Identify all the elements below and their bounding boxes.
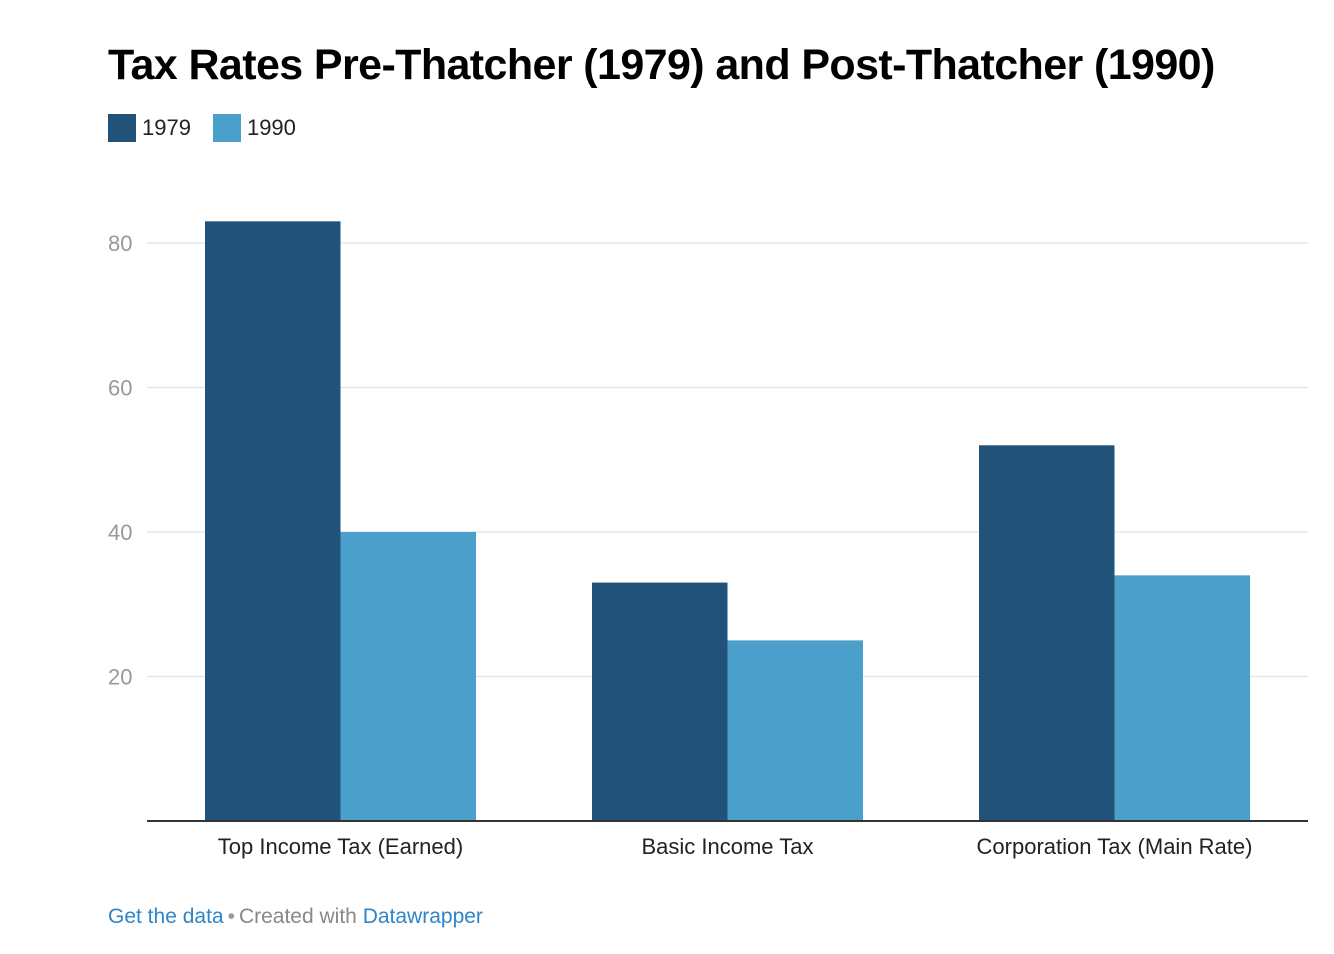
get-the-data-link[interactable]: Get the data bbox=[108, 905, 224, 928]
y-tick-label-80: 80 bbox=[108, 231, 132, 256]
footer-separator: • bbox=[227, 905, 235, 928]
created-with-text: Created with bbox=[238, 905, 357, 928]
bar-1979-2 bbox=[979, 445, 1115, 821]
y-tick-label-60: 60 bbox=[108, 376, 132, 401]
x-tick-label-1: Basic Income Tax bbox=[641, 834, 813, 859]
y-tick-label-20: 20 bbox=[108, 665, 132, 690]
legend-label-1990: 1990 bbox=[246, 115, 296, 140]
bar-1979-1 bbox=[592, 582, 728, 821]
bar-1979-0 bbox=[205, 221, 341, 821]
legend-swatch-1990 bbox=[212, 114, 241, 142]
legend-swatch-1979 bbox=[108, 114, 136, 142]
legend-item-1990: 1990 bbox=[212, 114, 296, 142]
legend: 1979 1990 bbox=[108, 114, 318, 142]
chart-title: Tax Rates Pre-Thatcher (1979) and Post-T… bbox=[108, 41, 1215, 89]
bar-1990-1 bbox=[727, 640, 863, 821]
y-tick-label-40: 40 bbox=[108, 520, 132, 545]
x-tick-label-0: Top Income Tax (Earned) bbox=[218, 834, 463, 859]
bar-1990-2 bbox=[1114, 575, 1250, 821]
bar-1990-0 bbox=[340, 532, 476, 821]
datawrapper-link[interactable]: Datawrapper bbox=[362, 905, 483, 928]
x-tick-label-2: Corporation Tax (Main Rate) bbox=[977, 834, 1253, 859]
legend-item-1979: 1979 bbox=[108, 114, 191, 142]
legend-label-1979: 1979 bbox=[142, 115, 191, 140]
footer: Get the data • Created with Datawrapper bbox=[108, 905, 483, 929]
